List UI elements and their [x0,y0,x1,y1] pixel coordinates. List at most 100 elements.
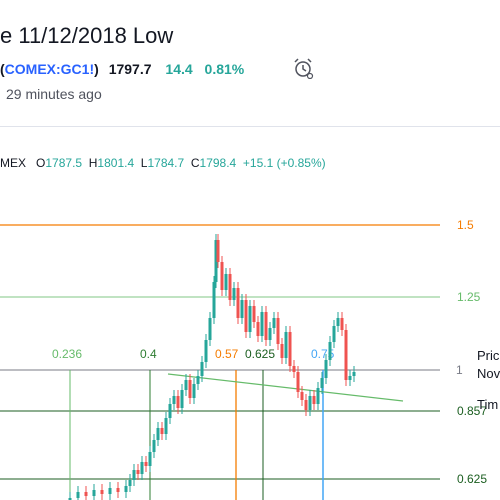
candle-body [256,322,260,336]
candle-body [214,240,218,282]
candle-body [144,462,148,466]
candle-body [172,396,176,404]
time-fib-label-0-236: 0.236 [52,347,82,361]
fib-label-1: 1 [456,363,463,377]
symbol-quote: (COMEX:GC1!) 1797.7 14.4 0.81% [0,58,244,80]
idea-title: e 11/12/2018 Low [0,23,174,48]
candle-body [324,360,328,378]
header-divider [0,126,500,127]
candle-body [92,490,96,496]
candle-body [196,376,200,384]
legend-change: +15.1 (+0.85%) [242,156,326,170]
candle-body [140,462,144,474]
candle-body [348,376,352,380]
candle-body [268,328,272,340]
candle-body [352,372,356,376]
candle-body [264,312,268,340]
candle-body [312,396,316,404]
candle-body [216,240,220,262]
time-fib-label-0-57: 0.57 [215,347,239,361]
candle-body [192,384,196,398]
candle-body [260,312,264,336]
candle-body [208,318,212,340]
candle-body [136,470,140,474]
chart-canvas[interactable]: 1.5 1.25 1 0.857 0.625 0.236 0.4 0.57 0.… [0,127,500,500]
trend-line[interactable] [167,373,404,402]
candle-body [276,318,280,344]
candle-body [116,488,120,492]
candle-body [252,306,256,322]
legend-close-label: C [190,156,200,170]
time-fib-label-0-4: 0.4 [140,347,157,361]
candlestick-series [68,234,356,500]
fib-label-1-25: 1.25 [457,290,481,304]
candle-body [344,330,348,380]
candle-body [200,362,204,376]
candle-body [124,486,128,492]
candle-body [272,318,276,328]
candle-body [128,480,132,486]
chart-area[interactable]: 1.5 1.25 1 0.857 0.625 0.236 0.4 0.57 0.… [0,127,500,500]
legend-exchange: MEX [0,156,27,170]
candle-body [76,492,80,498]
candle-body [228,274,232,300]
legend-low-label: L [140,156,148,170]
candle-body [168,404,172,418]
candle-body [152,440,156,452]
publish-time: 29 minutes ago [6,86,102,102]
fib-label-0-625: 0.625 [457,472,487,486]
candle-body [108,488,112,494]
ohlc-legend: MEX O1787.5 H1801.4 L1784.7 C1798.4 +15.… [0,155,326,171]
candle-body [84,492,88,496]
side-label-time: Tim [477,397,498,412]
alarm-clock-icon[interactable] [292,57,314,79]
side-label-date: Nov [477,366,500,381]
candle-body [248,306,252,332]
candle-body [304,400,308,410]
candle-body [212,282,216,318]
candle-body [328,342,332,360]
candle-body [292,366,296,372]
candle-body [176,396,180,408]
symbol-paren-open: ( [0,61,5,77]
candle-body [132,470,136,480]
candle-body [180,390,184,408]
candle-body [316,388,320,404]
price-change: 14.4 [165,61,193,77]
candle-body [332,326,336,342]
legend-high-value: 1801.4 [97,156,135,170]
legend-open-value: 1787.5 [45,156,83,170]
candle-body [300,392,304,400]
candle-body [156,428,160,440]
side-label-price: Pric [477,348,500,363]
fib-label-0-857: 0.857 [457,404,487,418]
candle-body [204,340,208,362]
candle-body [296,372,300,392]
time-fib-label-0-625: 0.625 [245,347,275,361]
legend-close-value: 1798.4 [199,156,237,170]
symbol-header: e 11/12/2018 Low (COMEX:GC1!) 1797.7 14.… [0,0,500,125]
candle-body [240,300,244,318]
candle-body [308,396,312,410]
candle-body [236,288,240,318]
candle-body [184,380,188,390]
candle-body [164,418,168,434]
candle-body [280,344,284,358]
candle-body [288,332,292,366]
candle-body [224,274,228,290]
candle-body [68,498,72,500]
candle-body [148,452,152,466]
fib-label-1-5: 1.5 [457,218,474,232]
candle-body [188,380,192,398]
price-change-percent: 0.81% [204,61,245,77]
legend-high-label: H [88,156,98,170]
last-price: 1797.7 [108,61,152,77]
candle-body [100,490,104,494]
candle-body [336,318,340,326]
candle-body [340,318,344,330]
candle-body [160,428,164,434]
legend-low-value: 1784.7 [147,156,185,170]
candle-body [232,288,236,300]
candle-body [320,378,324,388]
symbol-link[interactable]: COMEX:GC1! [4,61,95,77]
